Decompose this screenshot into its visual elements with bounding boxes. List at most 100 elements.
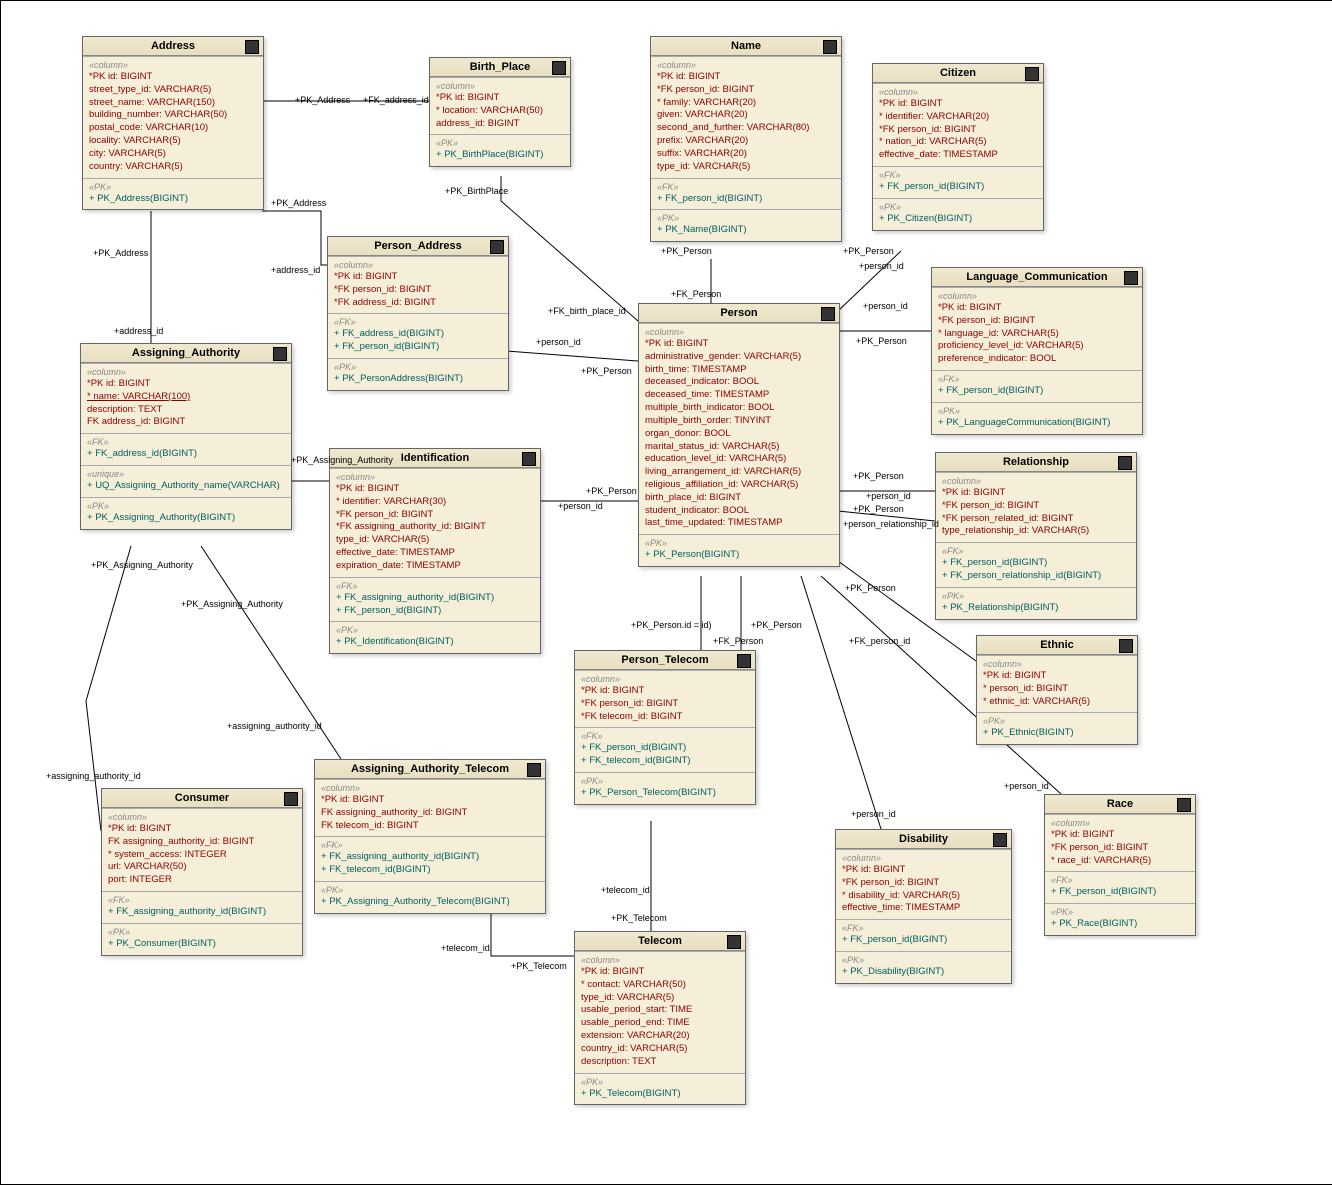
- attr: FK address_id: BIGINT: [87, 416, 285, 429]
- attr: * nation_id: VARCHAR(5): [879, 136, 1037, 149]
- op: PK_BirthPlace(BIGINT): [436, 149, 564, 162]
- attr: *FK person_related_id: BIGINT: [942, 513, 1130, 526]
- edge-label: +PK_Assigning_Authority: [181, 599, 283, 609]
- attr: usable_period_end: TIME: [581, 1017, 739, 1030]
- op: UQ_Assigning_Authority_name(VARCHAR): [87, 480, 285, 493]
- attr: *PK id: BIGINT: [657, 71, 835, 84]
- attr: *PK id: BIGINT: [334, 271, 502, 284]
- entity-icon: [527, 763, 541, 777]
- edge-label: +PK_Person: [853, 504, 904, 514]
- sec-label: «FK»: [657, 181, 835, 193]
- edge-label: +FK_person_id: [849, 636, 910, 646]
- attr: *PK id: BIGINT: [581, 966, 739, 979]
- title: Race: [1107, 798, 1133, 810]
- attr: * name: VARCHAR(100): [87, 391, 285, 404]
- attr: type_id: VARCHAR(5): [336, 534, 534, 547]
- attr: second_and_further: VARCHAR(80): [657, 122, 835, 135]
- entity-language-communication: Language_Communication «column» *PK id: …: [931, 267, 1143, 435]
- attr: description: TEXT: [87, 404, 285, 417]
- entity-icon: [552, 61, 566, 75]
- attr: address_id: BIGINT: [436, 118, 564, 131]
- entity-icon: [1119, 639, 1133, 653]
- attr: given: VARCHAR(20): [657, 109, 835, 122]
- entity-icon: [823, 40, 837, 54]
- attr: organ_donor: BOOL: [645, 428, 833, 441]
- attr: url: VARCHAR(50): [108, 861, 296, 874]
- attr: locality: VARCHAR(5): [89, 135, 257, 148]
- edge-label: +person_id: [859, 261, 904, 271]
- edge-label: +FK_address_id: [363, 95, 429, 105]
- edge-label: +PK_Assigning_Authority: [291, 455, 393, 465]
- attr: street_name: VARCHAR(150): [89, 97, 257, 110]
- op: PK_Telecom(BIGINT): [581, 1088, 739, 1101]
- op: PK_Relationship(BIGINT): [942, 602, 1130, 615]
- op: FK_assigning_authority_id(BIGINT): [336, 592, 534, 605]
- attr: FK telecom_id: BIGINT: [321, 820, 539, 833]
- edge-label: +PK_Person: [853, 471, 904, 481]
- attr: *PK id: BIGINT: [581, 685, 749, 698]
- entity-person-address: Person_Address «column» *PK id: BIGINT *…: [327, 236, 509, 391]
- attr: *FK person_id: BIGINT: [842, 877, 1005, 890]
- edge-label: +PK_Person.id = id): [631, 620, 712, 630]
- attr: *FK person_id: BIGINT: [938, 315, 1136, 328]
- op: FK_address_id(BIGINT): [87, 448, 285, 461]
- sec-label: «FK»: [108, 894, 296, 906]
- cols-label: «column»: [334, 259, 502, 271]
- sec-label: «PK»: [879, 201, 1037, 213]
- entity-telecom: Telecom «column» *PK id: BIGINT * contac…: [574, 931, 746, 1105]
- attr: type_relationship_id: VARCHAR(5): [942, 525, 1130, 538]
- attr: *PK id: BIGINT: [938, 302, 1136, 315]
- cols-label: «column»: [942, 475, 1130, 487]
- diagram-canvas: Address «column» *PK id: BIGINT street_t…: [0, 0, 1332, 1185]
- edge-label: +address_id: [271, 265, 320, 275]
- title: Language_Communication: [966, 271, 1107, 283]
- attr: *PK id: BIGINT: [983, 670, 1131, 683]
- attr: effective_date: TIMESTAMP: [336, 547, 534, 560]
- title: Relationship: [1003, 456, 1069, 468]
- attr: * identifier: VARCHAR(20): [879, 111, 1037, 124]
- op: FK_telecom_id(BIGINT): [321, 864, 539, 877]
- attr: * identifier: VARCHAR(30): [336, 496, 534, 509]
- edge-label: +PK_Person: [751, 620, 802, 630]
- cols-label: «column»: [938, 290, 1136, 302]
- entity-icon: [273, 347, 287, 361]
- attr: extension: VARCHAR(20): [581, 1030, 739, 1043]
- attr: *PK id: BIGINT: [645, 338, 833, 351]
- entity-icon: [490, 240, 504, 254]
- attr: * person_id: BIGINT: [983, 683, 1131, 696]
- op: PK_LanguageCommunication(BIGINT): [938, 417, 1136, 430]
- cols-label: «column»: [983, 658, 1131, 670]
- cols-label: «column»: [321, 782, 539, 794]
- cols-label: «column»: [436, 80, 564, 92]
- entity-icon: [1124, 271, 1138, 285]
- edge-label: +person_id: [536, 337, 581, 347]
- attr: street_type_id: VARCHAR(5): [89, 84, 257, 97]
- attr: *PK id: BIGINT: [87, 378, 285, 391]
- attr: *FK person_id: BIGINT: [334, 284, 502, 297]
- op: FK_person_id(BIGINT): [942, 557, 1130, 570]
- op: FK_person_id(BIGINT): [334, 341, 502, 354]
- op: FK_person_id(BIGINT): [938, 385, 1136, 398]
- attr: prefix: VARCHAR(20): [657, 135, 835, 148]
- op: FK_assigning_authority_id(BIGINT): [108, 906, 296, 919]
- attr: FK assigning_authority_id: BIGINT: [321, 807, 539, 820]
- entity-icon: [284, 792, 298, 806]
- attr: student_indicator: BOOL: [645, 505, 833, 518]
- edge-label: +PK_Person: [856, 336, 907, 346]
- sec-label: «PK»: [842, 954, 1005, 966]
- attr: *PK id: BIGINT: [108, 823, 296, 836]
- attr: *FK person_id: BIGINT: [336, 509, 534, 522]
- sec-label: «PK»: [436, 137, 564, 149]
- op: PK_Identification(BIGINT): [336, 636, 534, 649]
- entity-disability: Disability «column» *PK id: BIGINT *FK p…: [835, 829, 1012, 984]
- sec-label: «PK»: [645, 537, 833, 549]
- title: Citizen: [940, 67, 976, 79]
- edge-label: +person_id: [866, 491, 911, 501]
- sec-label: «FK»: [321, 839, 539, 851]
- entity-icon: [1118, 456, 1132, 470]
- title: Assigning_Authority: [132, 347, 240, 359]
- edge-label: +PK_Telecom: [511, 961, 567, 971]
- edge-label: +PK_BirthPlace: [445, 186, 508, 196]
- sec-label: «PK»: [581, 1076, 739, 1088]
- cols-label: «column»: [581, 673, 749, 685]
